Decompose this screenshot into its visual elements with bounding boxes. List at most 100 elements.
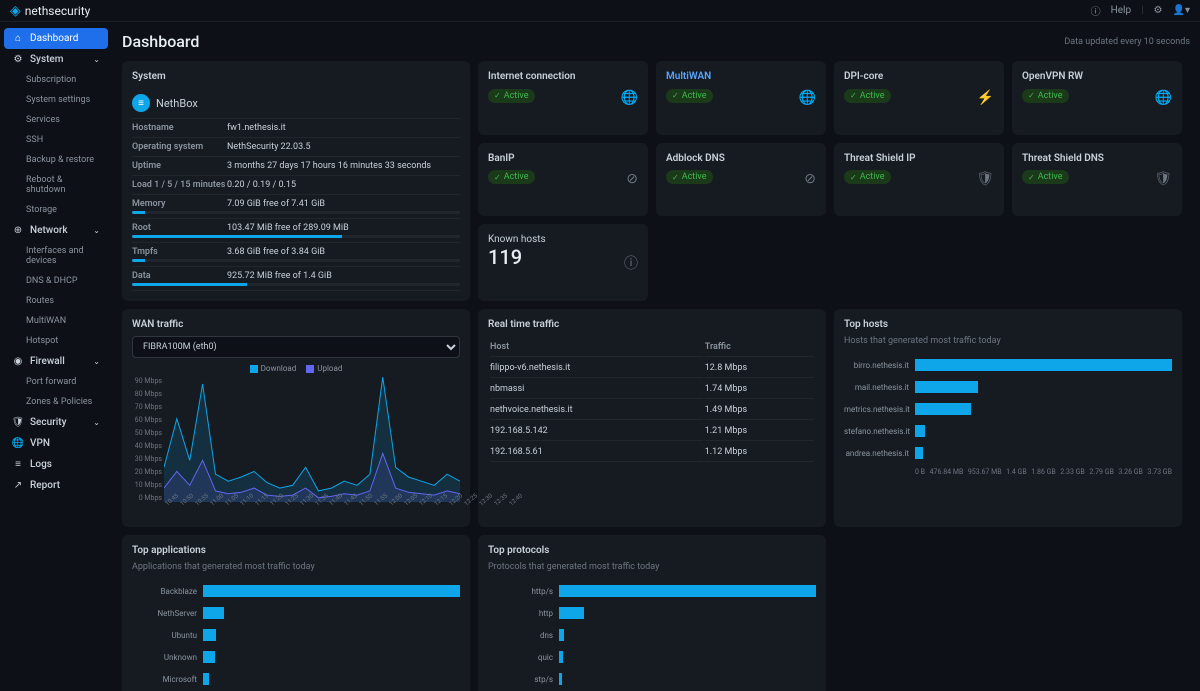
hbar-row: quic [488, 646, 816, 668]
check-icon: ✓ [672, 173, 679, 182]
top-hosts-card: Top hosts Hosts that generated most traf… [834, 309, 1182, 527]
status-card: BanIP✓Active⊘ [478, 143, 648, 217]
sys-label: Load 1 / 5 / 15 minutes [132, 180, 227, 190]
status-badge: ✓Active [488, 89, 535, 103]
firewall-icon: ◉ [12, 356, 24, 367]
chevron-down-icon: ⌄ [93, 55, 100, 64]
hbar-label: Ubuntu [132, 631, 197, 640]
host-icon: ≡ [132, 94, 150, 112]
hbar-row: birro.nethesis.it [844, 354, 1172, 376]
sidebar-item-interfaces-and-devices[interactable]: Interfaces and devices [4, 241, 108, 271]
nav-dashboard[interactable]: ⌂Dashboard [4, 28, 108, 49]
sidebar-item-backup-restore[interactable]: Backup & restore [4, 150, 108, 170]
help-label[interactable]: Help [1111, 5, 1131, 16]
system-card: System ≡ NethBox Hostnamefw1.nethesis.it… [122, 61, 470, 301]
sidebar-item-port-forward[interactable]: Port forward [4, 372, 108, 392]
sidebar-item-system-settings[interactable]: System settings [4, 90, 108, 110]
nav-security[interactable]: 🛡Security⌄ [4, 412, 108, 433]
hbar-row: http/s [488, 580, 816, 602]
sys-label: Operating system [132, 142, 227, 152]
brand-text: nethsecurity [25, 4, 91, 18]
card-subtitle: Protocols that generated most traffic to… [488, 562, 816, 572]
status-badge: ✓Active [844, 89, 891, 103]
hbar-row: dns [488, 624, 816, 646]
sys-value: 3 months 27 days 17 hours 16 minutes 33 … [227, 161, 431, 171]
sidebar-item-storage[interactable]: Storage [4, 200, 108, 220]
interface-select[interactable]: FIBRA100M (eth0) [132, 336, 460, 358]
check-icon: ✓ [1028, 173, 1035, 182]
sidebar-item-zones-policies[interactable]: Zones & Policies [4, 392, 108, 412]
status-title: Internet connection [488, 71, 638, 82]
host-name: NethBox [156, 97, 198, 110]
settings-icon[interactable]: ⚙ [1154, 5, 1163, 16]
sidebar-item-subscription[interactable]: Subscription [4, 70, 108, 90]
home-icon: ⌂ [12, 33, 24, 44]
hbar-row: Unknown [132, 646, 460, 668]
shield-icon: 🛡 [1154, 171, 1172, 187]
gear-icon: ⚙ [12, 54, 24, 65]
ban-icon: ⊘ [804, 171, 816, 187]
card-title: Top protocols [488, 545, 816, 556]
table-row: 192.168.5.1421.21 Mbps [490, 422, 814, 441]
sidebar-item-routes[interactable]: Routes [4, 291, 108, 311]
ban-icon: ⊘ [626, 171, 638, 187]
user-icon[interactable]: 👤▾ [1173, 5, 1190, 16]
nav-logs[interactable]: ≡Logs [4, 454, 108, 475]
sidebar-item-reboot-shutdown[interactable]: Reboot & shutdown [4, 170, 108, 200]
bolt-icon: ⚡ [977, 90, 994, 106]
known-hosts-value: 119 [488, 245, 638, 269]
chevron-down-icon: ⌄ [93, 357, 100, 366]
check-icon: ✓ [672, 91, 679, 100]
nav-network[interactable]: ⊕Network⌄ [4, 220, 108, 241]
nav-vpn[interactable]: 🌐VPN [4, 433, 108, 454]
status-badge: ✓Active [666, 89, 713, 103]
shield-icon: 🛡 [976, 171, 994, 187]
check-icon: ✓ [494, 173, 501, 182]
sys-value: 3.68 GiB free of 3.84 GiB [227, 247, 325, 257]
sidebar-item-dns-dhcp[interactable]: DNS & DHCP [4, 271, 108, 291]
table-row: nethvoice.nethesis.it1.49 Mbps [490, 401, 814, 420]
page-title: Dashboard [122, 32, 199, 51]
card-title: Top hosts [844, 319, 1172, 330]
logs-icon: ≡ [12, 459, 24, 470]
sys-value: 7.09 GiB free of 7.41 GiB [227, 199, 325, 209]
table-row: filippo-v6.nethesis.it12.8 Mbps [490, 359, 814, 378]
sys-label: Data [132, 271, 227, 281]
sidebar-item-services[interactable]: Services [4, 110, 108, 130]
sys-label: Hostname [132, 123, 227, 133]
sidebar-item-hotspot[interactable]: Hotspot [4, 331, 108, 351]
known-hosts-card: Known hosts 119 ⓘ [478, 224, 648, 301]
status-title[interactable]: MultiWAN [666, 71, 816, 82]
hbar-label: dns [488, 631, 553, 640]
check-icon: ✓ [850, 173, 857, 182]
status-card: Threat Shield DNS✓Active🛡 [1012, 143, 1182, 217]
sidebar-item-multiwan[interactable]: MultiWAN [4, 311, 108, 331]
legend-swatch [306, 365, 314, 373]
check-icon: ✓ [494, 91, 501, 100]
hbar-label: Unknown [132, 653, 197, 662]
nav-system[interactable]: ⚙System⌄ [4, 49, 108, 70]
status-badge: ✓Active [1022, 89, 1069, 103]
report-icon: ↗ [12, 480, 24, 491]
nav-report[interactable]: ↗Report [4, 475, 108, 496]
update-note: Data updated every 10 seconds [1064, 37, 1190, 47]
status-card: OpenVPN RW✓Active🌐 [1012, 61, 1182, 135]
hbar-label: metrics.nethesis.it [844, 405, 909, 414]
chevron-down-icon: ⌄ [93, 418, 100, 427]
status-badge: ✓Active [488, 170, 535, 184]
sidebar-item-ssh[interactable]: SSH [4, 130, 108, 150]
chevron-down-icon: ⌄ [93, 226, 100, 235]
status-title: Threat Shield IP [844, 153, 994, 164]
info-icon: ⓘ [624, 253, 638, 273]
status-title: DPI-core [844, 71, 994, 82]
hbar-label: http [488, 609, 553, 618]
check-icon: ✓ [1028, 91, 1035, 100]
nav-firewall[interactable]: ◉Firewall⌄ [4, 351, 108, 372]
realtime-traffic-card: Real time traffic HostTraffic filippo-v6… [478, 309, 826, 527]
globe-icon: 🌐 [621, 90, 638, 106]
sys-value: 103.47 MiB free of 289.09 MiB [227, 223, 349, 233]
logo-icon: ◈ [10, 3, 21, 19]
legend-swatch [250, 365, 258, 373]
network-icon: ⊕ [12, 225, 24, 236]
help-icon[interactable]: ⓘ [1091, 3, 1101, 18]
